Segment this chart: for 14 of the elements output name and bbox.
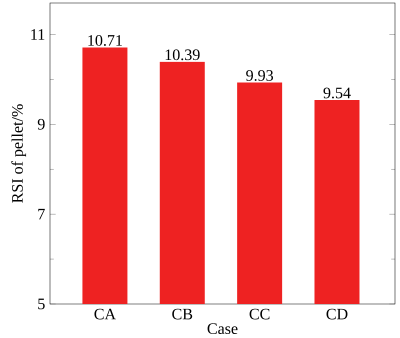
x-tick-label: CB (172, 308, 192, 320)
data-label: 9.93 (246, 70, 274, 81)
data-label: 9.54 (324, 87, 351, 98)
data-label: 10.39 (166, 49, 200, 60)
x-tick-label: CD (326, 308, 348, 320)
data-label: 10.71 (88, 34, 122, 46)
y-axis-title: RSI of pellet/% (11, 104, 26, 203)
x-tick-label: CC (250, 308, 270, 320)
x-tick-label: CA (94, 308, 116, 320)
x-axis-title: Case (208, 323, 238, 334)
y-tick-label: 9 (38, 118, 45, 130)
y-tick-label: 5 (38, 298, 45, 310)
y-tick-label: 11 (31, 28, 44, 40)
y-tick-label: 7 (38, 208, 45, 220)
